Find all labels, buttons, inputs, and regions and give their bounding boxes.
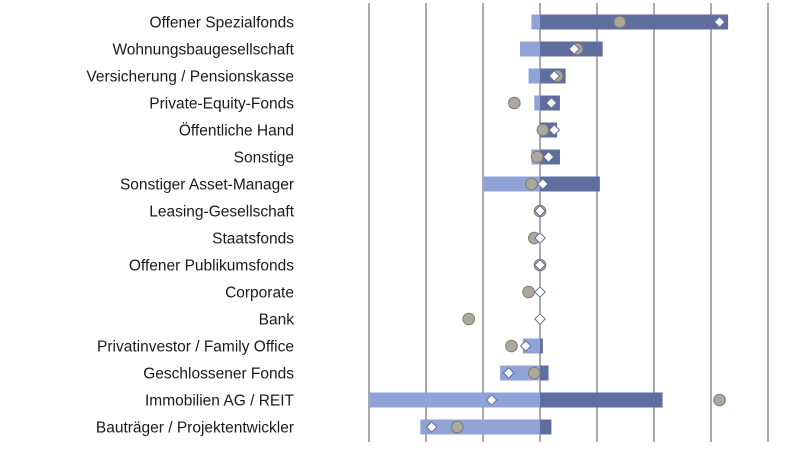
category-label: Wohnungsbaugesellschaft xyxy=(112,42,294,59)
category-label: Corporate xyxy=(225,285,294,302)
bar-negative xyxy=(528,68,540,84)
marker-circle xyxy=(613,15,627,29)
category-label: Öffentliche Hand xyxy=(179,122,294,140)
marker-diamond xyxy=(519,340,532,352)
marker-circle xyxy=(451,420,464,434)
bar-negative xyxy=(483,176,540,192)
marker-circle xyxy=(522,285,535,299)
marker-circle xyxy=(536,123,550,137)
marker-diamond xyxy=(548,70,561,82)
marker-circle xyxy=(528,366,541,380)
category-label: Staatsfonds xyxy=(212,231,294,248)
category-label: Bauträger / Projektentwickler xyxy=(96,420,294,437)
marker-circle xyxy=(713,393,726,407)
marker-circle xyxy=(505,339,518,353)
category-label: Offener Publikumsfonds xyxy=(129,258,294,275)
bar-negative xyxy=(534,95,540,111)
category-label: Versicherung / Pensionskasse xyxy=(86,69,294,86)
bar-positive xyxy=(540,392,663,408)
marker-diamond xyxy=(536,178,549,190)
bar-negative xyxy=(520,41,540,57)
marker-diamond xyxy=(534,205,546,217)
marker-diamond xyxy=(485,394,498,406)
bar-positive xyxy=(540,419,552,435)
bar-positive xyxy=(540,338,543,354)
bar-positive xyxy=(540,14,729,30)
marker-diamond xyxy=(534,313,546,325)
category-label: Bank xyxy=(259,312,295,329)
bar-negative xyxy=(420,419,540,435)
marker-diamond xyxy=(548,124,561,136)
category-label: Geschlossener Fonds xyxy=(143,366,294,383)
category-label: Privatinvestor / Family Office xyxy=(97,339,294,356)
category-label: Offener Spezialfonds xyxy=(150,15,295,32)
marker-diamond xyxy=(545,97,558,109)
marker-diamond xyxy=(534,232,546,244)
bar-negative xyxy=(531,14,540,30)
category-label: Leasing-Gesellschaft xyxy=(149,204,294,221)
marker-diamond xyxy=(542,151,555,163)
bar-positive xyxy=(540,176,600,192)
chart-top-edge xyxy=(0,0,800,3)
marker-diamond xyxy=(502,367,515,379)
marker-diamond xyxy=(534,286,546,298)
marker-circle xyxy=(525,177,538,191)
marker-circle xyxy=(508,96,521,110)
marker-diamond xyxy=(425,421,438,433)
marker-circle xyxy=(530,150,544,164)
bar-negative xyxy=(369,392,540,408)
category-label: Immobilien AG / REIT xyxy=(145,393,295,410)
marker-circle xyxy=(462,312,476,326)
marker-diamond xyxy=(568,43,581,55)
bar-positive xyxy=(540,365,549,381)
marker-diamond xyxy=(713,16,726,28)
category-label: Private-Equity-Fonds xyxy=(149,96,294,113)
marker-diamond xyxy=(534,259,546,271)
category-label: Sonstiger Asset-Manager xyxy=(120,177,294,194)
category-label: Sonstige xyxy=(234,150,294,167)
